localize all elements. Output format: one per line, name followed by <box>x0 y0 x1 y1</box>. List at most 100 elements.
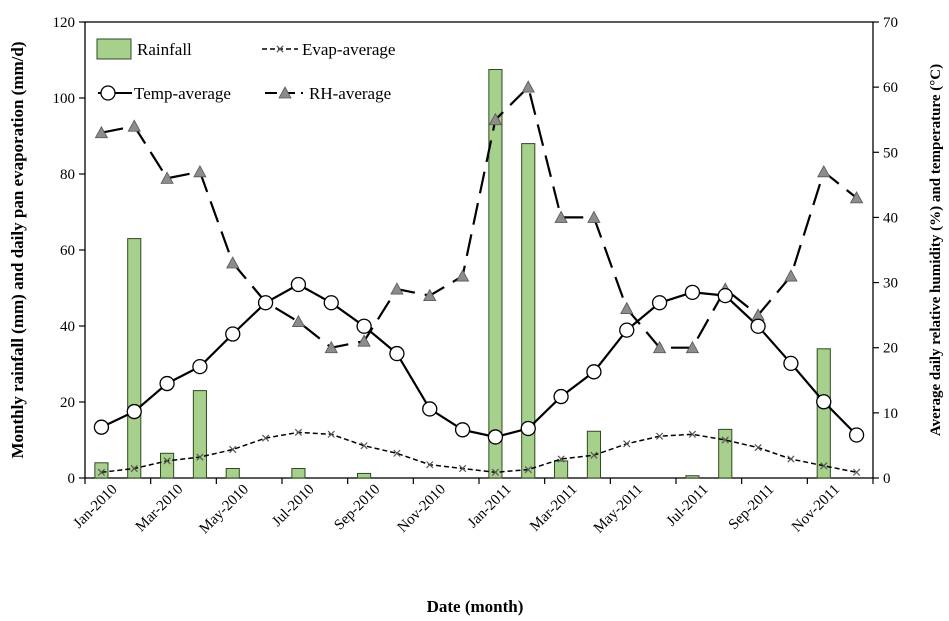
evap-point <box>754 443 762 452</box>
y-left-tick-label: 0 <box>68 471 76 487</box>
temp-point <box>192 358 208 375</box>
rh-point <box>226 256 240 269</box>
evap-point <box>163 457 171 465</box>
temp-point <box>257 295 274 311</box>
evap-point <box>852 468 861 476</box>
x-tick-label: Mar-2010 <box>133 482 187 536</box>
x-tick-label: Jul-2011 <box>664 482 712 530</box>
temp-point <box>290 276 307 293</box>
rh-point <box>127 119 141 132</box>
y-right-tick-label: 40 <box>883 210 898 226</box>
y-axis-right-title: Average daily relative humidity (%) and … <box>928 64 944 436</box>
rh-point <box>620 301 634 315</box>
temp-point <box>586 364 602 380</box>
evap-point <box>491 468 500 476</box>
rainfall-bar <box>225 468 240 479</box>
legend-label: RH-average <box>309 84 391 103</box>
rainfall-bar <box>94 462 109 479</box>
evap-point <box>557 455 565 463</box>
rh-point <box>488 112 503 126</box>
y-right-tick-label: 50 <box>883 145 898 161</box>
temp-point <box>159 375 175 392</box>
rainfall-bar <box>357 472 372 479</box>
evap-point <box>590 451 598 459</box>
evap-line <box>101 431 857 474</box>
legend-temp-marker <box>100 85 116 101</box>
y-right-tick-label: 20 <box>883 341 898 357</box>
temp-point <box>422 401 438 417</box>
x-tick-label: Sep-2010 <box>331 482 383 534</box>
temp-point <box>93 419 110 435</box>
rh-point <box>357 334 371 347</box>
temp-point <box>717 287 733 304</box>
y-left-tick-label: 60 <box>60 243 75 259</box>
y-left-tick-label: 100 <box>53 91 76 107</box>
rh-point <box>521 80 535 93</box>
rh-point <box>587 210 601 223</box>
x-tick-label: Jan-2010 <box>70 482 120 532</box>
evap-point <box>721 436 729 444</box>
rh-line <box>101 84 858 349</box>
y-axis-left-title: Monthly rainfall (mm) and daily pan evap… <box>8 42 27 459</box>
evap-point <box>130 464 138 473</box>
rh-point <box>423 288 437 301</box>
temp-point <box>487 429 504 445</box>
rh-point <box>390 282 404 295</box>
evap-point <box>458 464 467 473</box>
y-right-tick-label: 30 <box>883 276 898 292</box>
rh-point <box>324 340 338 354</box>
x-tick-label: Mar-2011 <box>527 482 580 535</box>
evap-point <box>393 449 401 457</box>
y-left-tick-label: 80 <box>60 167 75 183</box>
x-tick-label: May-2011 <box>591 482 646 537</box>
rh-point <box>685 340 700 354</box>
evap-point <box>688 430 697 438</box>
rh-point <box>849 191 864 204</box>
legend-label: Rainfall <box>137 40 192 59</box>
rainfall-bar <box>291 468 306 479</box>
rh-point <box>652 340 667 354</box>
evap-point <box>820 462 828 470</box>
evap-point <box>360 442 368 450</box>
rainfall-bar <box>127 238 142 479</box>
y-left-tick-label: 40 <box>60 319 75 335</box>
evap-point <box>524 466 532 474</box>
legend: Rainfall Evap-average Temp-average RH-avera… <box>96 38 395 103</box>
rainfall-bar <box>554 460 569 479</box>
y-right-tick-label: 70 <box>883 15 898 31</box>
rainfall-bar <box>718 428 733 479</box>
x-tick-label: Nov-2011 <box>789 482 843 536</box>
evap-point <box>623 440 631 448</box>
evap-point <box>97 468 106 476</box>
x-tick-label: May-2010 <box>196 482 252 538</box>
legend-rh-marker <box>278 86 292 99</box>
rh-point <box>554 210 568 223</box>
temp-point <box>619 322 635 338</box>
legend-evap-marker <box>276 45 284 53</box>
x-tick-label: Sep-2011 <box>726 482 778 534</box>
temp-point <box>848 427 865 443</box>
y-right-tick-label: 60 <box>883 80 898 96</box>
temp-point <box>323 295 339 311</box>
y-left-tick-label: 20 <box>60 395 75 411</box>
x-tick-label: Jul-2010 <box>269 482 317 530</box>
evap-point <box>655 432 664 440</box>
temp-point <box>750 318 766 334</box>
evap-point <box>229 445 237 454</box>
legend-rainfall-swatch <box>96 38 132 60</box>
temp-line <box>100 283 858 439</box>
temp-point <box>520 420 536 437</box>
evap-point <box>787 455 795 463</box>
evap-point <box>196 453 204 461</box>
rainfall-bar <box>160 452 175 479</box>
y-right-tick-label: 10 <box>883 406 898 422</box>
temp-point <box>553 388 569 405</box>
y-right-tick-label: 0 <box>883 471 891 487</box>
x-axis-title: Date (month) <box>427 597 524 616</box>
rh-point <box>291 314 306 328</box>
evap-point <box>294 428 303 437</box>
rainfall-bar <box>192 390 207 479</box>
rh-point <box>193 164 207 178</box>
temp-point <box>389 345 405 362</box>
